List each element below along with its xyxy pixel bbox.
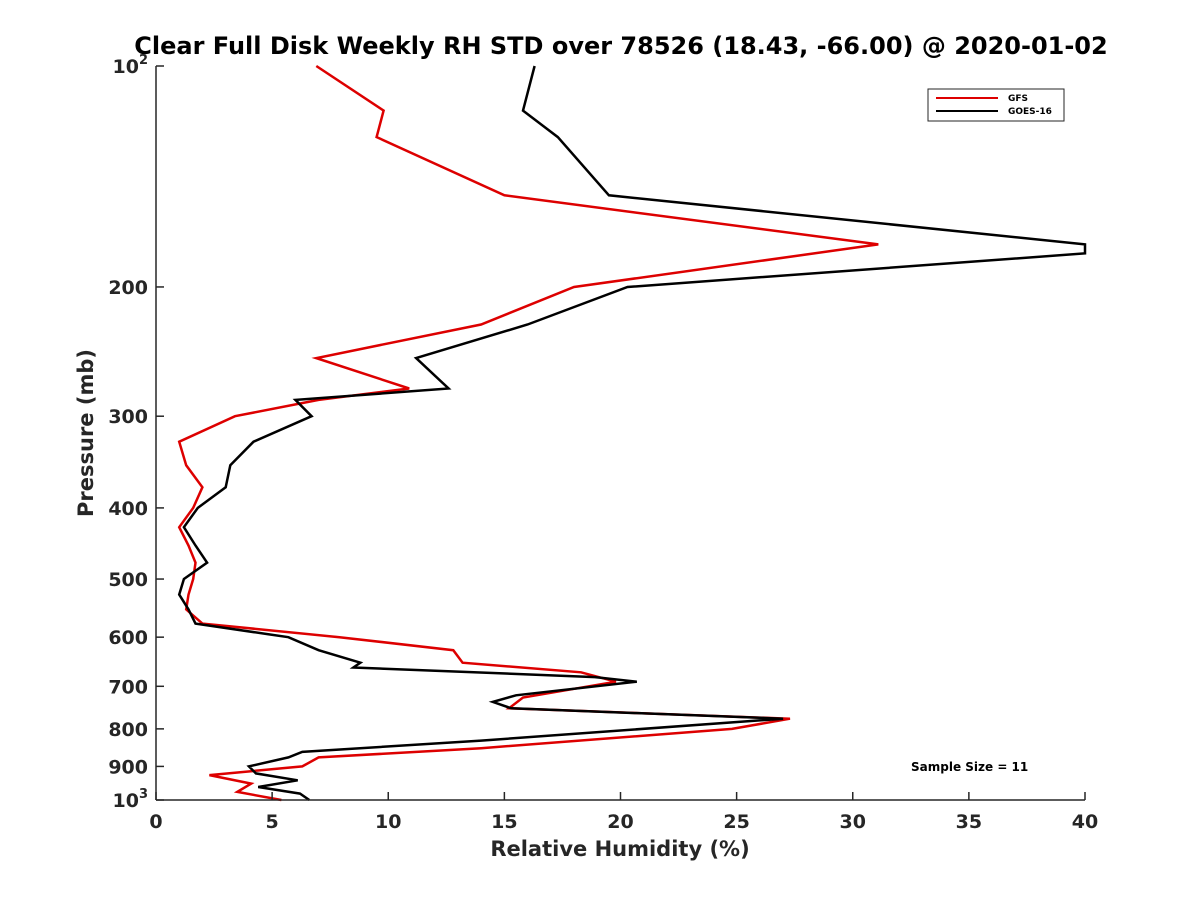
x-tick-label: 20 xyxy=(607,811,633,833)
x-ticks: 0 5 10 15 20 25 30 35 40 xyxy=(149,792,1098,833)
x-tick-label: 30 xyxy=(840,811,866,833)
x-tick-label: 0 xyxy=(149,811,162,833)
x-tick-label: 15 xyxy=(491,811,517,833)
x-tick-label: 25 xyxy=(723,811,749,833)
series-layer xyxy=(177,64,1087,802)
legend: GFS GOES-16 xyxy=(927,88,1065,122)
y-tick-label: 900 xyxy=(108,756,148,778)
legend-label-gfs: GFS xyxy=(1008,94,1028,104)
y-tick-label: 102 xyxy=(113,53,149,78)
x-axis-label: Relative Humidity (%) xyxy=(490,837,749,861)
sample-size-annotation: Sample Size = 11 xyxy=(911,760,1028,774)
y-tick-label: 800 xyxy=(108,719,148,741)
y-tick-label: 103 xyxy=(113,787,149,812)
series-line-gfs xyxy=(177,64,879,802)
y-tick-label: 700 xyxy=(108,676,148,698)
x-tick-label: 5 xyxy=(266,811,279,833)
y-tick-label: 500 xyxy=(108,569,148,591)
legend-label-goes16: GOES-16 xyxy=(1008,107,1052,117)
y-tick-label: 300 xyxy=(108,406,148,428)
y-tick-label: 200 xyxy=(108,277,148,299)
series-line-goes16 xyxy=(177,65,1087,802)
y-axis-label: Pressure (mb) xyxy=(74,349,98,517)
x-tick-label: 40 xyxy=(1072,811,1098,833)
y-ticks: 102 200 300 400 500 600 700 800 900 103 xyxy=(108,53,164,812)
y-tick-label: 600 xyxy=(108,627,148,649)
plot-area: 0 5 10 15 20 25 30 35 40 102 200 300 400 500 600 700 80… xyxy=(108,53,1098,833)
x-tick-label: 35 xyxy=(956,811,982,833)
chart-title: Clear Full Disk Weekly RH STD over 78526… xyxy=(134,32,1107,60)
legend-box xyxy=(927,88,1065,122)
x-tick-label: 10 xyxy=(375,811,401,833)
y-tick-label: 400 xyxy=(108,498,148,520)
